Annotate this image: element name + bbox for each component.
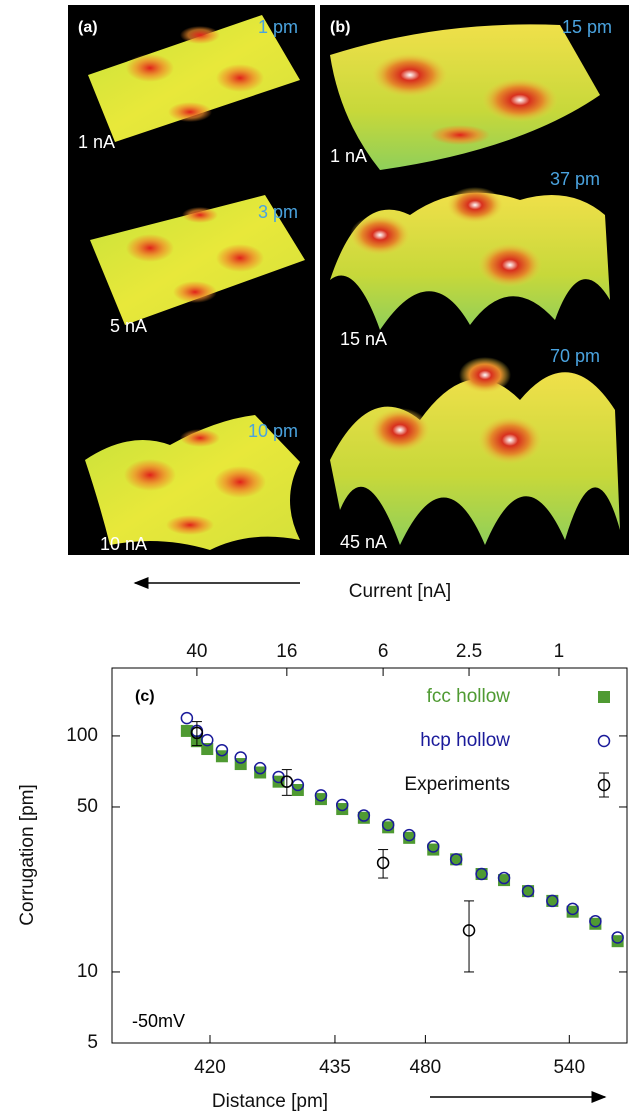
surface-a1 — [88, 15, 300, 142]
y-tick-label: 10 — [77, 961, 98, 982]
current-label: 1 nA — [78, 132, 115, 152]
point — [335, 798, 349, 812]
fcc-point — [475, 868, 488, 881]
point — [611, 931, 624, 944]
legend-label: hcp hollow — [420, 730, 510, 751]
point — [381, 818, 395, 832]
point — [376, 856, 390, 870]
plot-frame — [111, 667, 628, 1044]
fcc-point — [546, 894, 559, 907]
point — [521, 884, 535, 898]
point — [475, 867, 488, 881]
point — [546, 894, 559, 908]
point — [200, 733, 214, 747]
point — [426, 840, 440, 853]
fcc-point — [450, 853, 463, 866]
point — [357, 809, 371, 822]
fcc-point — [427, 843, 440, 856]
x2-tick-label: 480 — [410, 1057, 442, 1078]
y-tick-label: 100 — [66, 725, 98, 746]
current-label: 15 nA — [340, 329, 387, 349]
surface-a3 — [85, 415, 300, 550]
x2-tick-label: 420 — [194, 1057, 226, 1078]
fcc-point — [403, 831, 416, 844]
x-tick-label: 1 — [554, 641, 565, 662]
point — [215, 743, 229, 757]
legend-marker — [598, 691, 610, 703]
x-tick-label: 6 — [378, 641, 389, 662]
panel-label: (a) — [78, 19, 98, 36]
surface-a2 — [90, 195, 305, 325]
chart-panel-label: (c) — [135, 688, 155, 705]
x-tick-label: 40 — [186, 641, 207, 662]
height-label: 1 pm — [258, 17, 298, 37]
height-label: 37 pm — [550, 169, 600, 189]
point — [291, 778, 305, 792]
fcc-point — [336, 803, 349, 816]
point — [280, 775, 294, 788]
point — [566, 902, 579, 916]
current-label: 45 nA — [340, 532, 387, 552]
point — [180, 711, 194, 725]
fcc-point — [589, 917, 602, 930]
height-label: 15 pm — [562, 17, 612, 37]
legend-label: Experiments — [404, 774, 510, 795]
surface-b2 — [330, 187, 610, 330]
point — [402, 828, 416, 842]
point — [462, 924, 476, 937]
fcc-point — [522, 885, 535, 898]
current-label: 1 nA — [330, 146, 367, 166]
height-label: 3 pm — [258, 202, 298, 222]
x2-tick-label: 435 — [319, 1057, 351, 1078]
point — [314, 789, 328, 802]
x2-axis-label: Distance [pm] — [212, 1091, 328, 1112]
fcc-point — [254, 766, 267, 779]
surface-b3 — [330, 357, 620, 545]
current-label: 10 nA — [100, 534, 147, 554]
x2-tick-label: 540 — [553, 1057, 585, 1078]
fcc-point — [234, 758, 247, 771]
y-tick-label: 5 — [87, 1032, 98, 1053]
point — [449, 853, 463, 866]
surface-b1 — [330, 24, 600, 170]
fcc-point — [180, 724, 193, 737]
fcc-point — [314, 793, 327, 806]
point — [497, 871, 511, 885]
current-label: 5 nA — [110, 316, 147, 336]
y-tick-label: 50 — [77, 796, 98, 817]
legend-marker — [597, 734, 611, 748]
annotation: -50mV — [132, 1011, 185, 1031]
point — [589, 914, 602, 928]
fcc-point — [498, 874, 511, 887]
point — [234, 751, 247, 764]
current-axis-label: Current [nA] — [349, 581, 451, 602]
panel-label: (b) — [330, 19, 350, 36]
point — [190, 726, 204, 740]
point — [253, 761, 267, 775]
fcc-point — [611, 935, 624, 948]
x-tick-label: 2.5 — [456, 641, 482, 662]
legend-label: fcc hollow — [427, 686, 511, 707]
fcc-point — [201, 743, 214, 756]
height-label: 70 pm — [550, 346, 600, 366]
y-axis-label: Corrugation [pm] — [17, 784, 38, 926]
height-label: 10 pm — [248, 421, 298, 441]
x-tick-label: 16 — [276, 641, 297, 662]
fcc-point — [566, 905, 579, 918]
